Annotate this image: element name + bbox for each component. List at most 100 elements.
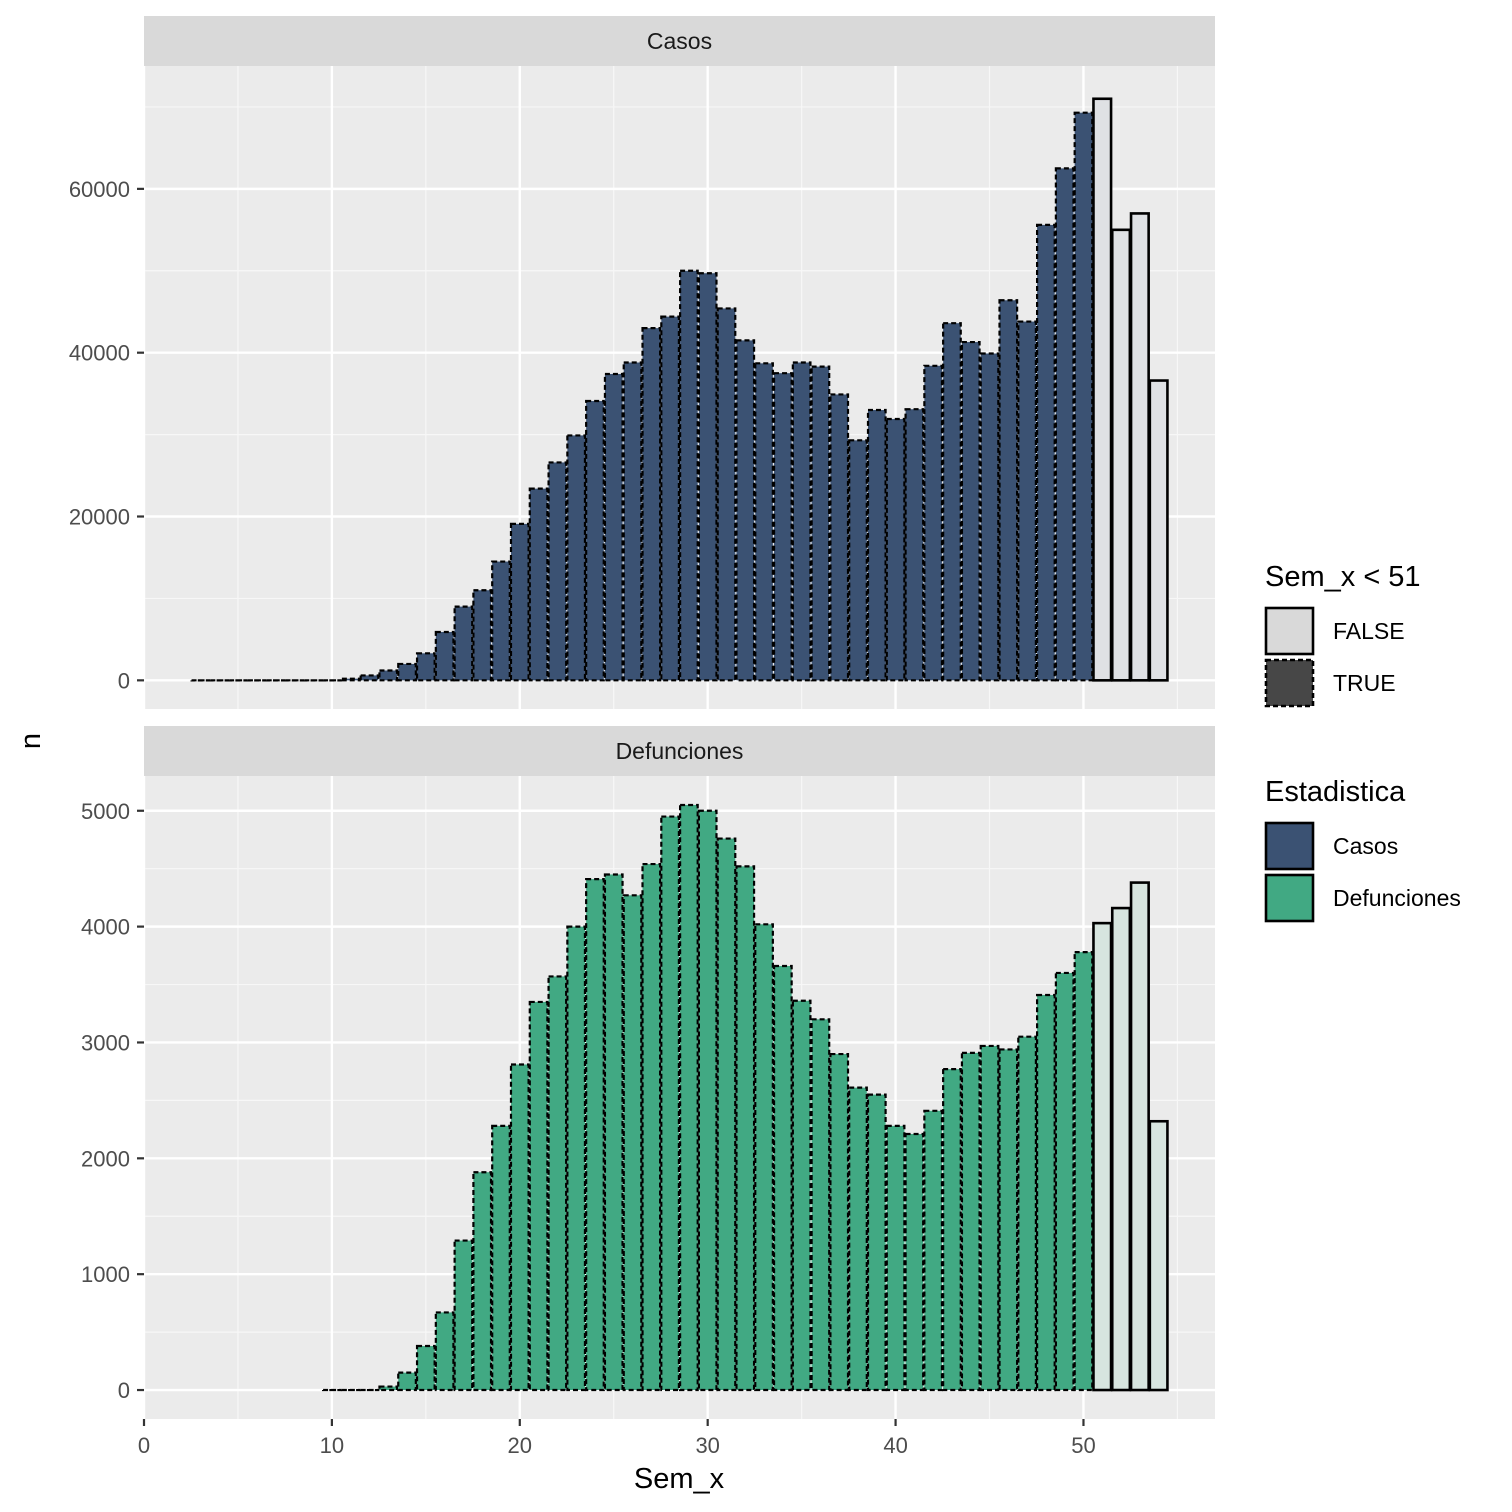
bar <box>942 1068 962 1392</box>
bar <box>641 862 662 1392</box>
bar <box>678 269 699 682</box>
y-tick-label: 1000 <box>81 1262 130 1287</box>
bar <box>697 809 718 1392</box>
legend-title: Estadistica <box>1265 776 1406 808</box>
bar <box>998 1048 1019 1392</box>
bar <box>491 560 511 682</box>
y-tick-label: 5000 <box>81 799 130 824</box>
bar <box>1092 97 1113 682</box>
bar <box>772 964 793 1392</box>
panel-casos: Casos <box>142 16 1215 709</box>
bar <box>641 327 662 682</box>
bar <box>735 865 756 1392</box>
bar <box>1054 167 1075 682</box>
bar <box>960 1051 981 1392</box>
bar <box>340 677 361 682</box>
bar <box>791 999 812 1392</box>
strip-background <box>144 16 1215 66</box>
legend-sem-x: Sem_x < 51 FALSE TRUE <box>1264 561 1421 708</box>
bar <box>1129 212 1150 682</box>
bar <box>453 1239 474 1392</box>
y-tick-label: 0 <box>118 1378 130 1403</box>
bar <box>547 975 568 1392</box>
bar <box>509 1063 530 1392</box>
bar <box>453 605 474 682</box>
legend-estadistica: Estadistica Casos Defunciones <box>1264 776 1461 923</box>
bar <box>378 669 399 682</box>
bar <box>979 1044 1000 1392</box>
y-tick-label: 3000 <box>81 1030 130 1055</box>
bar <box>829 393 850 682</box>
bar <box>1148 1119 1169 1392</box>
bar <box>697 272 718 682</box>
bar <box>415 1344 436 1392</box>
legend-key <box>1264 873 1315 923</box>
bar <box>735 339 756 682</box>
bar <box>848 1086 868 1392</box>
legend-label: TRUE <box>1333 670 1396 696</box>
panels-layer: Casos Defunciones <box>142 16 1215 1419</box>
bar <box>528 487 549 682</box>
bar <box>1054 971 1075 1392</box>
panel-defunciones: Defunciones <box>142 726 1215 1419</box>
x-tick-label: 40 <box>883 1433 907 1458</box>
legend-key <box>1264 606 1315 656</box>
bar <box>810 1018 831 1392</box>
bar <box>848 439 868 682</box>
bar <box>585 399 605 682</box>
legend-key <box>1264 821 1315 871</box>
legend-title: Sem_x < 51 <box>1265 561 1421 593</box>
legend-layer: Sem_x < 51 FALSE TRUE Estadistica Casos Defun… <box>1264 561 1461 923</box>
bar <box>1092 921 1113 1392</box>
bar <box>566 434 587 682</box>
bar <box>434 1311 455 1392</box>
bar <box>528 1000 549 1392</box>
y-tick-label: 2000 <box>81 1146 130 1171</box>
bar <box>791 361 812 682</box>
bar <box>1017 320 1038 682</box>
bar <box>472 1171 493 1392</box>
bar <box>603 372 624 682</box>
bar <box>1073 111 1094 682</box>
bar <box>1035 223 1056 682</box>
bar <box>622 894 643 1392</box>
legend-label: FALSE <box>1333 618 1405 644</box>
bar <box>1110 906 1132 1392</box>
x-tick-label: 20 <box>508 1433 532 1458</box>
bar <box>1035 993 1056 1392</box>
bar <box>1148 379 1169 682</box>
y-axis-title: n <box>15 733 47 749</box>
bar <box>810 365 831 682</box>
strip-background <box>144 726 1215 776</box>
bar <box>885 1124 906 1392</box>
bar <box>509 522 530 682</box>
x-tick-label: 0 <box>138 1433 150 1458</box>
bar <box>716 837 737 1392</box>
bar <box>923 1109 944 1392</box>
bar <box>472 589 493 682</box>
bar <box>772 372 793 682</box>
bar <box>923 364 944 682</box>
bar <box>1073 951 1094 1392</box>
bar <box>866 408 887 682</box>
bar <box>885 417 906 682</box>
x-tick-label: 30 <box>695 1433 719 1458</box>
x-tick-label: 50 <box>1071 1433 1095 1458</box>
bar <box>378 1385 399 1392</box>
y-tick-label: 4000 <box>81 915 130 940</box>
bar <box>829 1052 850 1392</box>
bar <box>603 873 624 1392</box>
bar <box>1110 228 1132 682</box>
bar <box>585 878 605 1392</box>
legend-key <box>1264 658 1315 708</box>
bar <box>1129 881 1150 1392</box>
y-tick-label: 40000 <box>69 341 130 366</box>
bar <box>397 662 417 682</box>
bar <box>359 674 380 682</box>
bar <box>491 1124 511 1392</box>
bar <box>622 361 643 682</box>
strip-label: Casos <box>647 28 712 54</box>
bar <box>904 408 925 682</box>
axis-layer: 0 20000 40000 60000 0 1000 2000 3000 4000 5000 0 10… <box>69 177 1096 1458</box>
